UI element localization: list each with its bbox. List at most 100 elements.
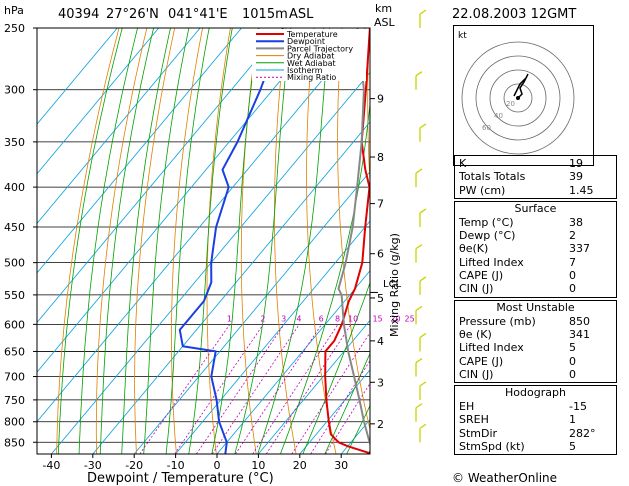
mu-label: CAPE (J) bbox=[459, 354, 504, 368]
surface-value: 38 bbox=[569, 215, 583, 229]
index-label: Totals Totals bbox=[459, 170, 526, 184]
wet-adiabat bbox=[188, 28, 233, 454]
series-temperature bbox=[324, 28, 370, 454]
index-row-k: K 19 bbox=[455, 157, 616, 170]
pressure-tick-label: 550 bbox=[4, 289, 25, 302]
basic-indices: K 19 Totals Totals 39 PW (cm) 1.45 bbox=[454, 155, 617, 199]
surface-label: CAPE (J) bbox=[459, 269, 504, 283]
pressure-tick-label: 250 bbox=[4, 22, 25, 35]
dry-adiabat bbox=[620, 28, 629, 454]
temp-tick-label: -20 bbox=[125, 459, 143, 472]
wind-barb-flag bbox=[415, 244, 423, 250]
hodograph-ring-20: 20 bbox=[506, 100, 515, 108]
km-tick-label: 5 bbox=[377, 292, 384, 305]
wind-barb-flag bbox=[415, 168, 423, 174]
surface-section: Surface Temp (°C) 38 Dewp (°C) 2 θe(K) 337 … bbox=[454, 200, 617, 298]
mixing-ratio-label: 6 bbox=[319, 314, 324, 323]
temp-tick-label: 30 bbox=[334, 459, 348, 472]
isotherm-line bbox=[299, 369, 370, 454]
surface-label: Lifted Index bbox=[459, 255, 524, 269]
temp-tick-label: 10 bbox=[251, 459, 265, 472]
km-tick-label: 8 bbox=[377, 151, 384, 164]
plot-frame bbox=[36, 27, 371, 455]
index-value: 1.45 bbox=[569, 183, 594, 197]
station-id: 40394 bbox=[58, 7, 99, 22]
index-value: 19 bbox=[569, 157, 583, 170]
station-lon: 041°41'E bbox=[168, 7, 228, 22]
pressure-tick-label: 650 bbox=[4, 345, 25, 358]
isotherm-line bbox=[175, 220, 370, 454]
hodo-value: 5 bbox=[569, 440, 576, 454]
km-tick-label: 9 bbox=[377, 93, 384, 106]
mixing-ratio-label: 8 bbox=[335, 314, 340, 323]
wind-barb-flag bbox=[419, 423, 427, 429]
wet-adiabat bbox=[211, 28, 260, 454]
isotherm-line bbox=[258, 319, 370, 454]
wet-adiabat bbox=[324, 352, 370, 454]
surface-label: CIN (J) bbox=[459, 282, 494, 296]
km-tick-label: 2 bbox=[377, 418, 384, 431]
surface-label: θe(K) bbox=[459, 242, 489, 256]
surface-label: Dewp (°C) bbox=[459, 229, 516, 243]
most-unstable-section: Most Unstable Pressure (mb) 850 θe (K) 341… bbox=[454, 299, 617, 384]
series-parcel-trajectory bbox=[337, 28, 370, 446]
surface-label: Temp (°C) bbox=[459, 215, 514, 229]
legend-label: Parcel Trajectory bbox=[287, 44, 353, 53]
isotherm-line bbox=[37, 28, 284, 324]
mixing-ratio-line bbox=[325, 382, 370, 454]
km-axis-asl: ASL bbox=[374, 16, 396, 29]
temp-tick-label: 20 bbox=[293, 459, 307, 472]
hodo-label: SREH bbox=[459, 413, 489, 427]
hodograph-title: Hodograph bbox=[505, 386, 566, 400]
pressure-tick-label: 750 bbox=[4, 394, 25, 407]
wet-adiabat bbox=[165, 28, 210, 454]
mu-value: 341 bbox=[569, 327, 590, 341]
pressure-tick-label: 700 bbox=[4, 371, 25, 384]
pressure-tick-label: 350 bbox=[4, 136, 25, 149]
wind-barb-flag bbox=[419, 276, 427, 282]
wet-adiabat bbox=[78, 28, 138, 454]
isotherm-line bbox=[37, 28, 367, 423]
pressure-tick-label: 300 bbox=[4, 84, 25, 97]
index-label: K bbox=[459, 157, 467, 170]
mu-label: Lifted Index bbox=[459, 341, 524, 355]
index-row-totals: Totals Totals 39 bbox=[455, 170, 616, 183]
mixing-ratio-label: 1 bbox=[227, 314, 232, 323]
mu-value: 0 bbox=[569, 354, 576, 368]
index-value: 39 bbox=[569, 170, 583, 184]
wind-barb-flag bbox=[419, 123, 427, 129]
wind-barb-flag bbox=[415, 357, 423, 364]
km-tick-label: 4 bbox=[377, 335, 384, 348]
hodo-value: -15 bbox=[569, 400, 587, 414]
dry-adiabat bbox=[171, 28, 203, 454]
dry-adiabat bbox=[206, 28, 231, 454]
mixing-ratio-label: 25 bbox=[405, 314, 415, 323]
hodo-label: EH bbox=[459, 400, 475, 414]
hodograph-ring-40: 40 bbox=[494, 112, 503, 120]
wet-adiabat bbox=[121, 28, 171, 454]
dry-adiabat bbox=[306, 28, 337, 454]
km-tick-label: 6 bbox=[377, 248, 384, 261]
wind-barb-flag bbox=[419, 9, 427, 15]
mixing-ratio-line bbox=[211, 324, 300, 454]
km-tick-label: 3 bbox=[377, 376, 384, 389]
pressure-tick-label: 800 bbox=[4, 416, 25, 429]
lcl-label: LCL bbox=[383, 279, 402, 290]
surface-title: Surface bbox=[514, 201, 557, 215]
series-dewpoint bbox=[178, 28, 284, 454]
isotherm-line bbox=[37, 28, 325, 373]
surface-value: 7 bbox=[569, 255, 576, 269]
km-tick-label: 7 bbox=[377, 198, 384, 211]
legend-label: Wet Adiabat bbox=[287, 59, 336, 68]
km-axis-title: km bbox=[375, 2, 392, 15]
mu-label: Pressure (mb) bbox=[459, 314, 536, 328]
surface-value: 0 bbox=[569, 282, 576, 296]
dry-adiabat bbox=[367, 28, 370, 189]
hodo-label: StmSpd (kt) bbox=[459, 440, 525, 454]
isotherm-line bbox=[37, 28, 242, 274]
mu-value: 5 bbox=[569, 341, 576, 355]
sounding-datetime: 22.08.2003 12GMT bbox=[452, 7, 576, 22]
legend-label: Dry Adiabat bbox=[287, 52, 334, 61]
surface-value: 337 bbox=[569, 242, 590, 256]
